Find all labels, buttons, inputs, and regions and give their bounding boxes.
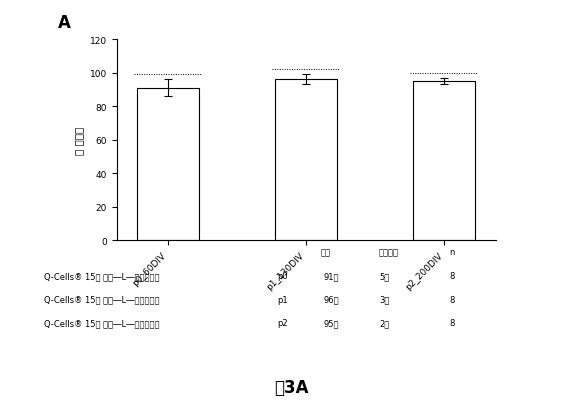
Text: 3％: 3％	[379, 295, 389, 304]
Y-axis label: ％ 生存率: ％ 生存率	[74, 126, 84, 154]
Text: 2％: 2％	[379, 318, 389, 327]
Text: 96％: 96％	[324, 295, 339, 304]
Text: 8: 8	[449, 272, 454, 281]
Text: p0: p0	[277, 272, 287, 281]
Text: 8: 8	[449, 295, 454, 304]
Text: p2: p2	[277, 318, 287, 327]
Text: 図3A: 図3A	[274, 378, 309, 396]
Bar	[137, 89, 199, 241]
Text: p1: p1	[277, 295, 287, 304]
Bar	[413, 82, 475, 241]
Text: n: n	[449, 248, 454, 257]
Text: 標準偏差: 標準偏差	[379, 248, 399, 257]
Text: Q-Cells® 15％ ポリ―L―オルニチン: Q-Cells® 15％ ポリ―L―オルニチン	[44, 295, 159, 304]
Text: A: A	[58, 14, 71, 32]
Text: 平均: 平均	[321, 248, 331, 257]
Text: 95％: 95％	[324, 318, 339, 327]
Text: Q-Cells® 15％ ポリ―L―オルニチン: Q-Cells® 15％ ポリ―L―オルニチン	[44, 272, 159, 281]
Text: 8: 8	[449, 318, 454, 327]
Text: 5％: 5％	[379, 272, 389, 281]
Text: 91％: 91％	[324, 272, 339, 281]
Bar	[275, 80, 337, 241]
Text: Q-Cells® 15％ ポリ―L―オルニチン: Q-Cells® 15％ ポリ―L―オルニチン	[44, 318, 159, 327]
